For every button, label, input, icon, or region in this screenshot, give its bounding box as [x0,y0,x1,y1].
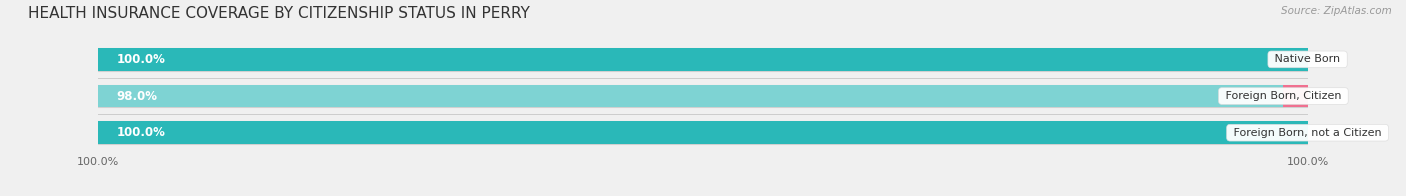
Text: HEALTH INSURANCE COVERAGE BY CITIZENSHIP STATUS IN PERRY: HEALTH INSURANCE COVERAGE BY CITIZENSHIP… [28,6,530,21]
Text: Foreign Born, not a Citizen: Foreign Born, not a Citizen [1230,128,1385,138]
Text: Foreign Born, Citizen: Foreign Born, Citizen [1222,91,1346,101]
Text: 100.0%: 100.0% [117,126,166,139]
Bar [98,48,1308,71]
Text: Source: ZipAtlas.com: Source: ZipAtlas.com [1281,6,1392,16]
Text: Native Born: Native Born [1271,54,1344,64]
Bar [98,48,1308,71]
Bar [98,85,1284,107]
Text: 98.0%: 98.0% [117,90,157,103]
Bar [98,121,1308,144]
Bar [98,121,1308,144]
Bar [98,85,1308,107]
Text: 100.0%: 100.0% [117,53,166,66]
Bar [1284,85,1308,107]
